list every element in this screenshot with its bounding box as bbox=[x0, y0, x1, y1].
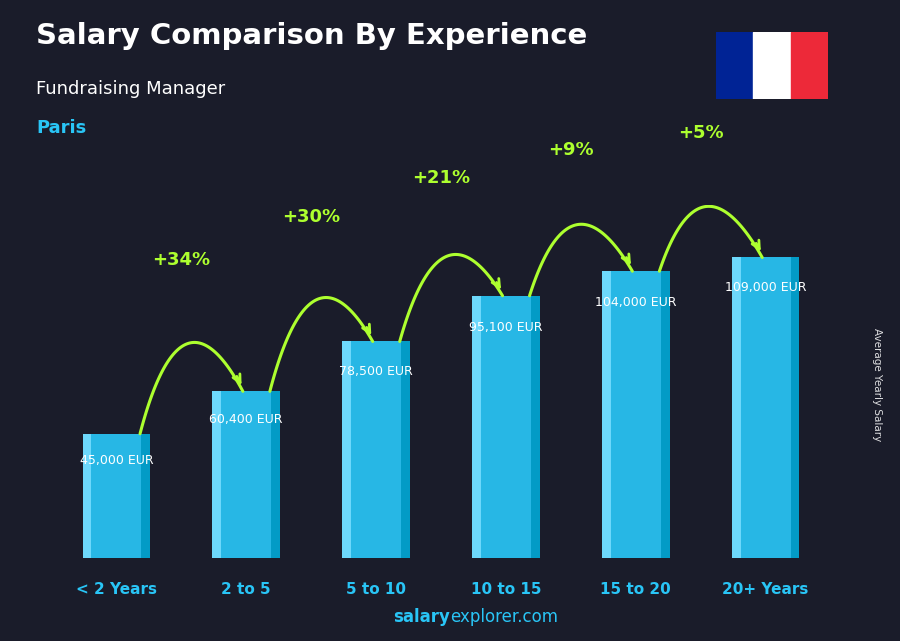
Text: 2 to 5: 2 to 5 bbox=[221, 582, 271, 597]
Bar bbox=[531, 296, 540, 558]
Bar bbox=[790, 32, 828, 99]
Text: 109,000 EUR: 109,000 EUR bbox=[724, 281, 806, 294]
Bar bbox=[401, 342, 410, 558]
Bar bbox=[83, 434, 92, 558]
Text: salary: salary bbox=[393, 608, 450, 626]
Bar bbox=[732, 258, 799, 558]
Text: 104,000 EUR: 104,000 EUR bbox=[595, 296, 677, 309]
Text: 15 to 20: 15 to 20 bbox=[600, 582, 671, 597]
Bar bbox=[602, 271, 670, 558]
Bar bbox=[271, 391, 280, 558]
Bar bbox=[212, 391, 221, 558]
Bar bbox=[472, 296, 481, 558]
Text: < 2 Years: < 2 Years bbox=[76, 582, 157, 597]
Bar bbox=[790, 258, 799, 558]
Text: Fundraising Manager: Fundraising Manager bbox=[36, 80, 225, 98]
Bar bbox=[83, 434, 150, 558]
Bar bbox=[732, 258, 741, 558]
Bar bbox=[212, 391, 280, 558]
Text: +34%: +34% bbox=[152, 251, 211, 269]
Bar bbox=[141, 434, 150, 558]
Bar bbox=[716, 32, 753, 99]
Text: 5 to 10: 5 to 10 bbox=[346, 582, 406, 597]
Bar bbox=[661, 271, 670, 558]
Text: Salary Comparison By Experience: Salary Comparison By Experience bbox=[36, 22, 587, 51]
Text: +5%: +5% bbox=[678, 124, 724, 142]
Text: 10 to 15: 10 to 15 bbox=[471, 582, 541, 597]
Text: Paris: Paris bbox=[36, 119, 86, 137]
Text: 60,400 EUR: 60,400 EUR bbox=[210, 413, 283, 426]
Bar bbox=[753, 32, 790, 99]
Text: Average Yearly Salary: Average Yearly Salary bbox=[872, 328, 883, 441]
Text: 95,100 EUR: 95,100 EUR bbox=[469, 320, 543, 334]
Text: +9%: +9% bbox=[548, 141, 594, 159]
Text: 45,000 EUR: 45,000 EUR bbox=[79, 454, 153, 467]
Bar bbox=[602, 271, 611, 558]
Bar bbox=[342, 342, 351, 558]
Bar bbox=[472, 296, 540, 558]
Text: 78,500 EUR: 78,500 EUR bbox=[339, 365, 413, 378]
Text: explorer.com: explorer.com bbox=[450, 608, 558, 626]
Text: +30%: +30% bbox=[282, 208, 340, 226]
Text: +21%: +21% bbox=[412, 169, 470, 187]
Text: 20+ Years: 20+ Years bbox=[723, 582, 809, 597]
Bar bbox=[342, 342, 410, 558]
